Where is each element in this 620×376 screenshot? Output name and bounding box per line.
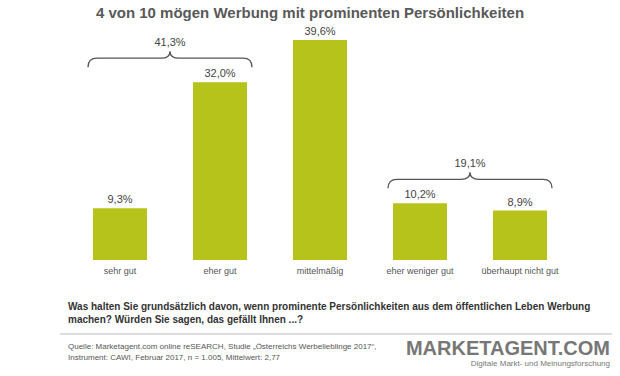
html-text:Quelle: Marketagent.com online: Quelle: Marketagent.com online reSEARCH,… [68, 342, 377, 351]
svg-text:39,6%: 39,6% [304, 25, 335, 37]
svg-text:überhaupt nicht gut: überhaupt nicht gut [481, 266, 559, 276]
svg-text:19,1%: 19,1% [454, 157, 485, 169]
svg-text:10,2%: 10,2% [404, 188, 435, 200]
html-text:4 von 10 mögen Werbung mit pro: 4 von 10 mögen Werbung mit prominenten P… [95, 4, 525, 21]
html-text:Instrument: CAWI, Februar 2017: Instrument: CAWI, Februar 2017, n = 1.00… [68, 353, 280, 362]
svg-text:9,3%: 9,3% [107, 193, 132, 205]
html-text:Digitale Markt- und Meinungsfo: Digitale Markt- und Meinungsforschung [470, 359, 610, 368]
svg-text:mittelmäßig: mittelmäßig [297, 266, 344, 276]
svg-text:32,0%: 32,0% [204, 67, 235, 79]
svg-text:8,9%: 8,9% [507, 196, 532, 208]
svg-text:eher gut: eher gut [203, 266, 237, 276]
html-text:MARKETAGENT.COM: MARKETAGENT.COM [405, 337, 610, 359]
svg-text:sehr gut: sehr gut [104, 266, 137, 276]
html-text:Was halten Sie grundsätzlich d: Was halten Sie grundsätzlich davon, wenn… [68, 301, 591, 325]
svg-text:eher weniger gut: eher weniger gut [386, 266, 454, 276]
svg-text:41,3%: 41,3% [154, 36, 185, 48]
